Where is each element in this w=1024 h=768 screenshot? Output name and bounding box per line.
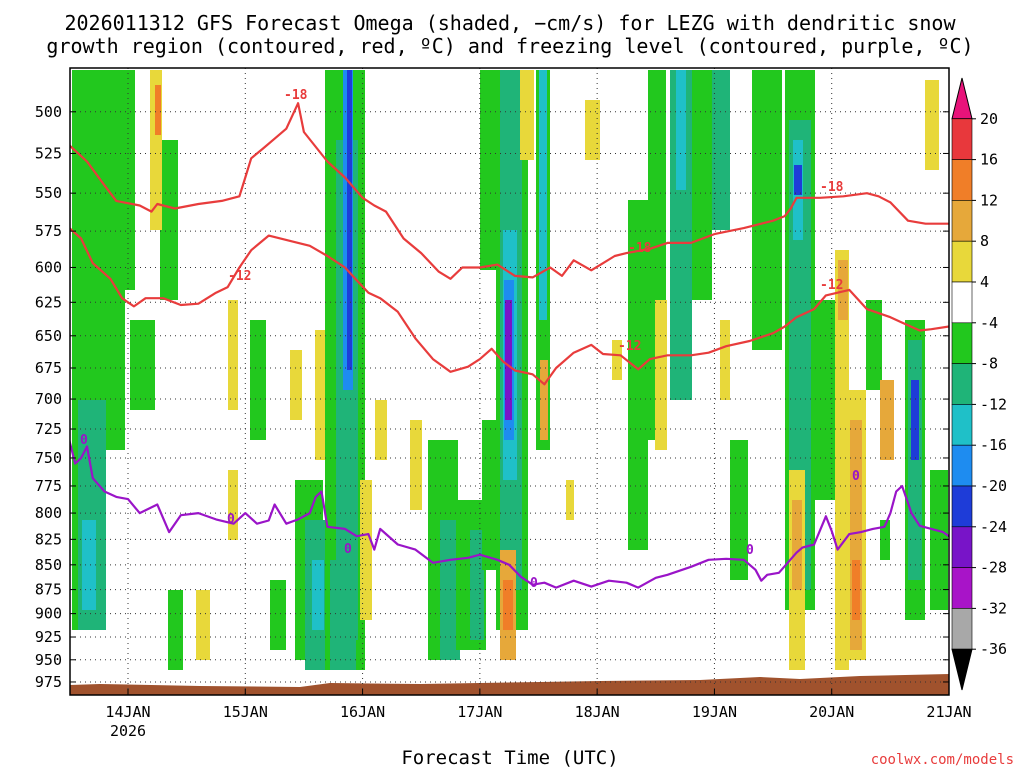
label-minus12-b: -12 [618,339,641,354]
colorbar-tick-label-7: -12 [980,395,1007,413]
y-tick-label-8: 700 [35,390,62,408]
y-tick-label-7: 675 [35,359,62,377]
y-tick-label-5: 625 [35,293,62,311]
terrain-strip [70,674,949,695]
credit-text: coolwx.com/models [871,752,1014,768]
colorbar-tick-label-8: -16 [980,436,1007,454]
colorbar-segment-4 [951,240,973,283]
colorbar-segment-14 [951,648,973,691]
y-tick-label-10: 750 [35,449,62,467]
label-freezing-e: 0 [746,543,754,558]
x-tick-label-6: 20JAN [809,703,854,721]
colorbar-tick-label-5: -4 [980,314,998,332]
isotherm-contours [70,102,949,589]
colorbar-segment-7 [951,363,973,405]
y-tick-label-12: 800 [35,504,62,522]
y-tick-label-14: 850 [35,556,62,574]
colorbar: 20 16 12 8 4 -4 -8 -12 -16 -20 -24 -28 -32 -36 [951,77,1007,691]
x-tick-label-5: 19JAN [692,703,737,721]
y-tick-label-15: 875 [35,581,62,599]
x-tick-label-2: 16JAN [340,703,385,721]
y-tick-label-0: 500 [35,103,62,121]
y-tick-label-9: 725 [35,420,62,438]
chart-title-line-2: growth region (contoured, red, ºC) and f… [46,34,973,58]
colorbar-tick-label-6: -8 [980,355,998,373]
x-tick-label-7: 21JAN [926,703,971,721]
omega-shading [72,70,948,670]
colorbar-tick-label-3: 8 [980,232,989,250]
colorbar-segment-13 [951,608,973,650]
contour-line-0 [70,102,949,280]
y-tick-label-2: 550 [35,184,62,202]
plot-frame [69,67,950,696]
colorbar-segment-1 [951,118,973,160]
label-freezing-f: 0 [852,469,860,484]
label-minus12-c: -12 [820,278,843,293]
y-tick-label-6: 650 [35,327,62,345]
y-tick-label-3: 575 [35,222,62,240]
label-minus18-a: -18 [284,88,308,103]
contour-line-1 [70,227,949,386]
y-tick-label-4: 600 [35,258,62,276]
label-freezing-b: 0 [227,512,235,527]
contour-labels: -18 -18 -18 -12 -12 -12 0 0 0 0 0 0 [80,88,860,591]
y-tick-label-1: 525 [35,144,62,162]
colorbar-segment-12 [951,567,973,609]
x-tick-label-1: 15JAN [223,703,268,721]
label-minus12-a: -12 [228,269,251,284]
x-axis-label: Forecast Time (UTC) [401,747,618,768]
y-tick-label-11: 775 [35,477,62,495]
x-tick-label-0: 14JAN [105,703,150,721]
y-tick-label-19: 975 [35,673,62,691]
colorbar-segment-10 [951,485,973,528]
y-tick-label-18: 950 [35,651,62,669]
colorbar-tick-label-4: 4 [980,273,989,291]
label-minus18-b: -18 [628,241,652,256]
colorbar-segment-3 [951,200,973,242]
label-freezing-d: 0 [530,576,538,591]
colorbar-segment-9 [951,444,973,487]
y-tick-label-16: 900 [35,605,62,623]
colorbar-tick-label-2: 12 [980,191,998,209]
colorbar-tick-label-9: -20 [980,477,1007,495]
colorbar-segment-5 [951,281,973,324]
colorbar-segment-0 [951,77,973,120]
contour-line-2 [70,440,949,589]
colorbar-tick-label-0: 20 [980,110,998,128]
colorbar-tick-label-1: 16 [980,151,998,169]
colorbar-tick-label-12: -32 [980,599,1007,617]
chart-title-line-1: 2026011312 GFS Forecast Omega (shaded, −… [64,11,956,35]
colorbar-segment-8 [951,404,973,446]
label-freezing-c: 0 [344,542,352,557]
colorbar-segment-6 [951,322,973,364]
colorbar-tick-label-10: -24 [980,518,1007,536]
x-tick-sublabel-0: 2026 [110,722,146,740]
colorbar-segment-11 [951,526,973,568]
colorbar-tick-label-11: -28 [980,559,1007,577]
label-minus18-c: -18 [820,180,844,195]
x-tick-label-4: 18JAN [575,703,620,721]
y-tick-label-17: 925 [35,628,62,646]
y-tick-label-13: 825 [35,530,62,548]
label-freezing-a: 0 [80,433,88,448]
y-axis: 500 525 550 575 600 625 650 675 700 725 750 775 800 8… [35,103,949,691]
colorbar-segment-2 [951,159,973,201]
x-tick-label-3: 17JAN [457,703,502,721]
colorbar-tick-label-13: -36 [980,640,1007,658]
